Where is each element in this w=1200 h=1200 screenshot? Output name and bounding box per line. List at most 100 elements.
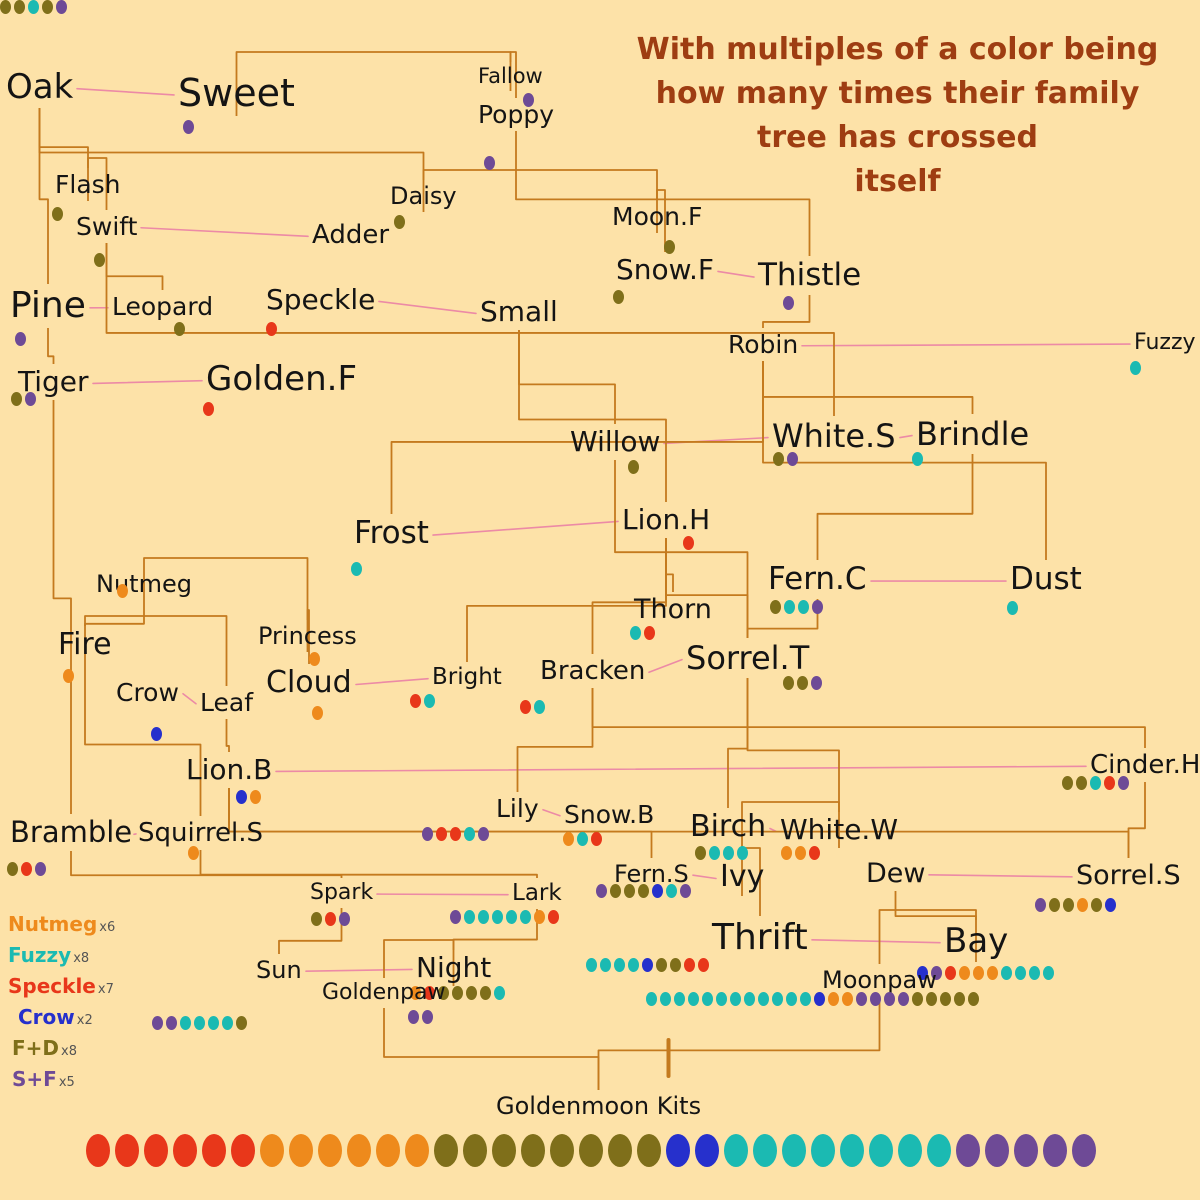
lineage-dot-fd [695,846,706,860]
lineage-dot-fd [637,1134,661,1167]
lineage-dot-sf [56,0,67,14]
cat-markers-snowb [563,832,602,846]
lineage-dot-fuzzy [464,910,475,924]
cat-name-leopard: Leopard [112,292,214,321]
cat-name-dew: Dew [866,858,926,889]
cat-name-pine: Pine [10,285,86,326]
lineage-dot-fd [52,207,63,221]
lineage-dot-sf [898,992,909,1006]
lineage-dot-fd [550,1134,574,1167]
lineage-dot-fd [773,452,784,466]
cat-name-spark: Spark [310,880,374,905]
lineage-dot-fuzzy [586,958,597,972]
cat-name-cloud: Cloud [266,665,352,700]
lineage-dot-fd [797,676,808,690]
cat-name-bay: Bay [944,921,1009,961]
cat-markers-daisy [394,215,405,229]
lineage-dot-fuzzy [492,910,503,924]
lineage-dot-fuzzy [534,700,545,714]
lineage-link-whitew-ivy [741,801,840,858]
lineage-dot-fd [670,958,681,972]
mate-link-speckle-small [378,300,477,315]
lineage-dot-fuzzy [351,562,362,576]
cat-name-ferns: Fern.S [614,860,689,888]
chart-title: With multiples of a color being how many… [605,28,1190,204]
cat-markers-cinderh [1062,776,1129,790]
cat-name-snowb: Snow.B [564,800,655,829]
cat-name-daisy: Daisy [390,182,457,210]
lineage-dot-nutmeg [959,966,970,980]
lineage-dot-fuzzy [753,1134,777,1167]
cat-name-sun: Sun [256,956,302,984]
cat-markers-crow [151,727,162,741]
lineage-dot-sf [870,992,881,1006]
lineage-dot-sf [450,910,461,924]
lineage-dot-crow [695,1134,719,1167]
lineage-link-lionh-bright [466,538,667,662]
mate-link-crow-leaf [182,692,197,705]
cat-markers-spark [311,912,350,926]
lineage-link-dew-bay [894,891,977,920]
lineage-dot-fd [664,240,675,254]
lineage-dot-fd [480,986,491,1000]
lineage-dot-sf [1014,1134,1038,1167]
cat-name-poppy: Poppy [478,100,555,129]
lineage-dot-fuzzy [464,827,475,841]
cat-name-kits: Goldenmoon Kits [496,1092,702,1120]
cat-name-lionb: Lion.B [186,753,273,786]
lineage-link-tiger-bramble [52,400,72,814]
lineage-link-oak-pine [38,108,49,284]
cat-name-thorn: Thorn [634,594,712,625]
lineage-dot-speckle [144,1134,168,1167]
lineage-dot-fd [1063,898,1074,912]
cat-markers-speckle [266,322,277,336]
cat-name-lily: Lily [496,794,539,823]
lineage-dot-sf [884,992,895,1006]
lineage-dot-fd [968,992,979,1006]
lineage-dot-crow [917,966,928,980]
lineage-dot-fuzzy [758,992,769,1006]
lineage-dot-nutmeg [842,992,853,1006]
cat-markers-goldenpaw [152,1016,247,1030]
lineage-dot-fuzzy [737,846,748,860]
lineage-link-sorrelt-whitew [746,678,840,812]
cat-name-goldenpaw: Goldenpaw [322,980,446,1005]
cat-name-whitew: White.W [780,813,899,846]
cat-markers-birch [695,846,748,860]
cat-markers-bracken [520,700,545,714]
cat-markers-swift [94,253,105,267]
cat-markers-poppy [484,156,495,170]
cat-name-sweet: Sweet [178,71,295,115]
cat-markers-whites [773,452,798,466]
lineage-dot-fuzzy [520,910,531,924]
lineage-dot-fd [656,958,667,972]
mate-link-bracken-sorrelt [648,658,683,674]
cat-name-ivy: Ivy [720,859,765,894]
cat-name-goldenf: Golden.F [206,359,358,399]
lineage-link-fallow-poppy [509,51,517,98]
lineage-link-oak-daisy [38,108,425,180]
lineage-dot-speckle [203,402,214,416]
cat-markers-flash [52,207,63,221]
legend-name: Nutmeg [8,912,98,936]
cat-markers-brindle [912,452,923,466]
cat-name-lionh: Lion.H [622,503,711,536]
lineage-dot-speckle [410,694,421,708]
cat-markers-kits [86,1134,1096,1167]
lineage-dot-crow [642,958,653,972]
mate-link-snowf-thistle [717,270,755,278]
cat-name-nutmeg: Nutmeg [96,570,192,598]
mate-link-lily-snowb [542,808,561,817]
lineage-dot-fd [628,460,639,474]
mate-link-robin-fuzzy [801,343,1131,347]
lineage-dot-fuzzy [666,884,677,898]
cat-markers-lily [422,827,489,841]
cat-markers-frost [351,562,362,576]
legend-name: S+F [12,1067,57,1091]
lineage-dot-fuzzy [614,958,625,972]
lineage-dot-sf [856,992,867,1006]
lineage-dot-speckle [684,958,695,972]
lineage-dot-speckle [945,966,956,980]
lineage-link-oak-flash [38,108,89,168]
lineage-dot-nutmeg [250,790,261,804]
